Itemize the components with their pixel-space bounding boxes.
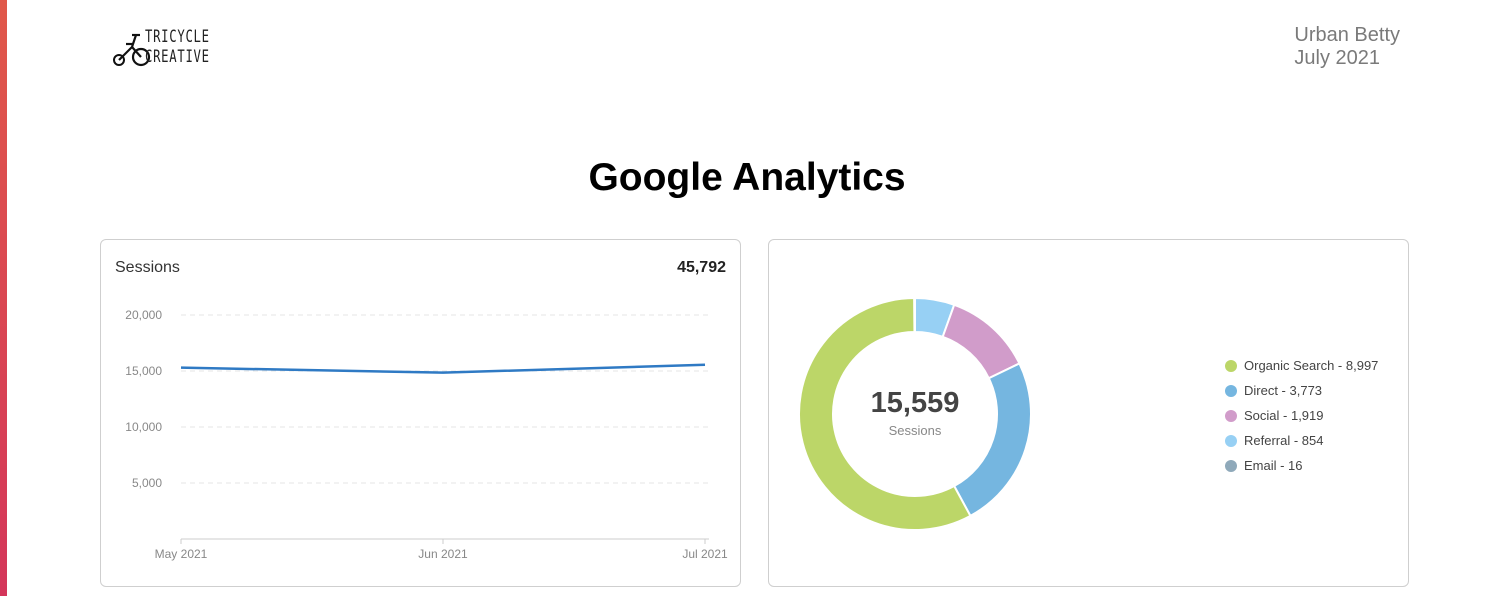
sessions-line-chart: 5,000 10,000 15,000 20,000 May 2021 Jun 2021 J… <box>125 308 728 561</box>
legend-dot-icon <box>1225 434 1237 447</box>
logo-line-1: TRICYCLE <box>145 27 210 47</box>
company-logo: TRICYCLE CREATIVE <box>112 27 237 71</box>
x-tick-label: Jul 2021 <box>682 547 728 561</box>
sessions-total: 45,792 <box>677 259 726 276</box>
legend-label: Referral - 854 <box>1244 433 1324 448</box>
legend-label: Email - 16 <box>1244 458 1303 473</box>
legend-dot-icon <box>1225 384 1237 397</box>
page-title: Google Analytics <box>588 156 906 199</box>
y-tick-label: 20,000 <box>125 308 162 322</box>
legend-dot-icon <box>1225 359 1237 372</box>
donut-slice-social <box>941 303 1021 380</box>
left-accent-stripe <box>0 0 7 596</box>
legend-label: Organic Search - 8,997 <box>1244 358 1379 373</box>
client-info: Urban Betty July 2021 <box>1294 24 1400 70</box>
x-tick-label: May 2021 <box>155 547 208 561</box>
donut-center-label: Sessions <box>888 423 942 438</box>
x-tick-label: Jun 2021 <box>418 547 468 561</box>
donut-center-value: 15,559 <box>870 387 960 419</box>
legend-item: Direct - 3,773 <box>1225 378 1378 403</box>
logo-line-2: CREATIVE <box>145 47 210 67</box>
sessions-card: 5,000 10,000 15,000 20,000 May 2021 Jun 2021 J… <box>100 239 741 587</box>
traffic-legend: Organic Search - 8,997 Direct - 3,773 Soci… <box>1225 353 1378 478</box>
donut-slice-organic-search <box>798 296 972 531</box>
legend-item: Organic Search - 8,997 <box>1225 353 1378 378</box>
legend-item: Social - 1,919 <box>1225 403 1378 428</box>
legend-item: Referral - 854 <box>1225 428 1378 453</box>
traffic-sources-card: 15,559 Sessions Organic Search - 8,997 Di… <box>768 239 1409 587</box>
legend-item: Email - 16 <box>1225 453 1378 478</box>
traffic-donut-chart <box>798 296 1032 531</box>
sessions-card-title: Sessions <box>115 259 180 276</box>
y-tick-label: 15,000 <box>125 364 162 378</box>
legend-dot-icon <box>1225 409 1237 422</box>
sessions-series-line <box>180 363 706 374</box>
y-tick-label: 10,000 <box>125 420 162 434</box>
y-tick-label: 5,000 <box>132 476 162 490</box>
legend-dot-icon <box>1225 459 1237 472</box>
legend-label: Direct - 3,773 <box>1244 383 1323 398</box>
report-period: July 2021 <box>1294 47 1381 69</box>
donut-slice-email <box>913 296 916 334</box>
tricycle-icon <box>113 33 151 67</box>
logo-text: TRICYCLE CREATIVE <box>145 27 210 67</box>
donut-slice-direct <box>952 362 1032 518</box>
legend-label: Social - 1,919 <box>1244 408 1324 423</box>
client-name: Urban Betty <box>1294 24 1400 46</box>
